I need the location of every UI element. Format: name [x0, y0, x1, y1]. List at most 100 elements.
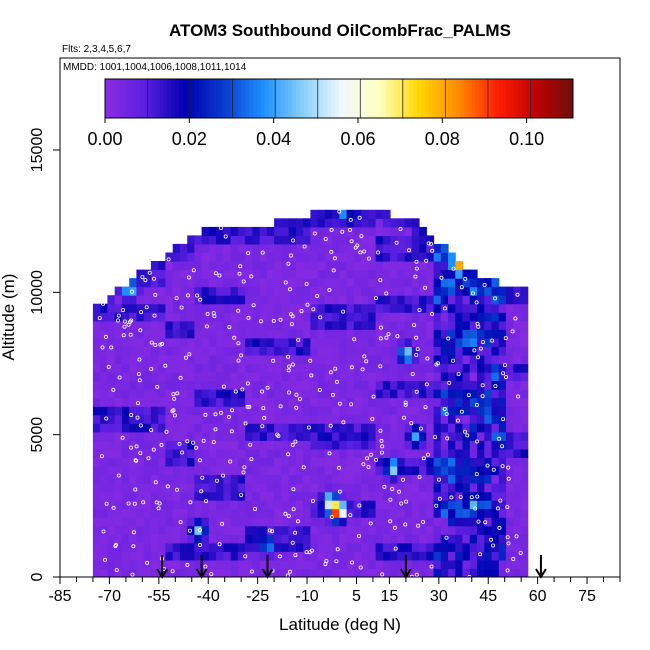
heatmap-cell: [172, 243, 181, 253]
heatmap-cell: [462, 355, 471, 365]
heatmap-cell: [266, 483, 275, 493]
heatmap-cell: [252, 440, 261, 450]
heatmap-cell: [317, 423, 326, 433]
heatmap-cell: [114, 355, 123, 365]
heatmap-cell: [498, 542, 507, 552]
x-tick-label: 60: [529, 588, 547, 605]
heatmap-cell: [390, 397, 398, 407]
heatmap-cell: [230, 508, 239, 518]
sample-point: [217, 542, 222, 547]
heatmap-cell: [469, 320, 478, 330]
heatmap-cell: [448, 380, 456, 390]
heatmap-cell: [513, 355, 522, 365]
heatmap-cell: [259, 542, 268, 552]
colorbar-tick-label: 0.00: [87, 129, 122, 149]
heatmap-cell: [513, 329, 522, 339]
heatmap-cell: [477, 303, 485, 313]
heatmap-cell: [506, 466, 514, 476]
heatmap-cell: [390, 372, 398, 382]
sample-point: [209, 572, 214, 577]
heatmap-cell: [498, 397, 507, 407]
heatmap-cell: [317, 286, 326, 296]
heatmap-cell: [295, 389, 304, 399]
heatmap-cell: [216, 457, 224, 467]
heatmap-cell: [230, 542, 239, 552]
heatmap-cell: [208, 226, 217, 236]
heatmap-cell: [433, 261, 442, 271]
sample-point: [247, 404, 252, 409]
heatmap-cell: [339, 278, 348, 288]
heatmap-cell: [92, 423, 101, 433]
heatmap-cell: [339, 252, 348, 262]
heatmap-cell: [303, 457, 311, 467]
heatmap-cell: [143, 534, 152, 544]
heatmap-cell: [440, 423, 449, 433]
heatmap-cell: [266, 337, 275, 347]
heatmap-cell: [448, 534, 456, 544]
heatmap-cell: [390, 508, 398, 518]
heatmap-cell: [317, 303, 326, 313]
colorbar-tick-label: 0.02: [172, 129, 207, 149]
heatmap-cell: [498, 320, 507, 330]
heatmap-cell: [121, 474, 130, 484]
heatmap-cell: [107, 303, 116, 313]
heatmap-cell: [303, 525, 311, 535]
colorbar-swatch: [432, 79, 437, 118]
sample-point: [291, 238, 296, 243]
heatmap-cell: [498, 448, 507, 458]
heatmap-cell: [114, 406, 123, 416]
colorbar-swatch: [342, 79, 348, 118]
heatmap-cell: [150, 517, 159, 527]
heatmap-cell: [491, 320, 500, 330]
heatmap-cell: [187, 380, 195, 390]
heatmap-cell: [216, 286, 224, 296]
heatmap-cell: [440, 474, 449, 484]
heatmap-cell: [114, 380, 123, 390]
heatmap-cell: [469, 269, 478, 279]
heatmap-cell: [136, 286, 145, 296]
heatmap-cell: [317, 209, 326, 219]
heatmap-cell: [100, 397, 108, 407]
heatmap-cell: [114, 500, 123, 510]
heatmap-cell: [223, 303, 232, 313]
sample-point: [287, 287, 292, 292]
heatmap-cell: [462, 517, 471, 527]
heatmap-cell: [274, 337, 282, 347]
heatmap-cell: [274, 355, 282, 365]
heatmap-cell: [310, 261, 319, 271]
heatmap-cell: [165, 372, 174, 382]
heatmap-cell: [201, 542, 210, 552]
heatmap-cell: [143, 448, 152, 458]
heatmap-cell: [469, 525, 478, 535]
heatmap-cell: [208, 286, 217, 296]
sample-point: [470, 291, 475, 296]
heatmap-cell: [368, 355, 377, 365]
heatmap-cell: [339, 312, 348, 322]
sample-point: [503, 375, 508, 380]
heatmap-cell: [477, 286, 485, 296]
heatmap-cell: [332, 466, 340, 476]
heatmap-cell: [158, 355, 166, 365]
heatmap-cell: [469, 337, 478, 347]
heatmap-cell: [179, 542, 188, 552]
sample-points: [97, 209, 523, 577]
heatmap-cell: [216, 243, 224, 253]
heatmap-cell: [129, 346, 137, 356]
heatmap-cell: [129, 278, 137, 288]
sample-point: [366, 256, 371, 261]
heatmap-cell: [353, 423, 362, 433]
heatmap-cell: [274, 508, 282, 518]
sample-point: [271, 318, 276, 323]
heatmap-cell: [404, 534, 413, 544]
heatmap-cell: [324, 483, 333, 493]
heatmap-cell: [419, 320, 427, 330]
heatmap-cell: [375, 551, 384, 561]
heatmap-cell: [382, 226, 391, 236]
heatmap-cell: [237, 414, 246, 424]
heatmap-cell: [477, 397, 485, 407]
heatmap-cell: [469, 466, 478, 476]
heatmap-cell: [310, 397, 319, 407]
heatmap-cell: [484, 278, 493, 288]
heatmap-cell: [201, 261, 210, 271]
heatmap-cell: [230, 423, 239, 433]
